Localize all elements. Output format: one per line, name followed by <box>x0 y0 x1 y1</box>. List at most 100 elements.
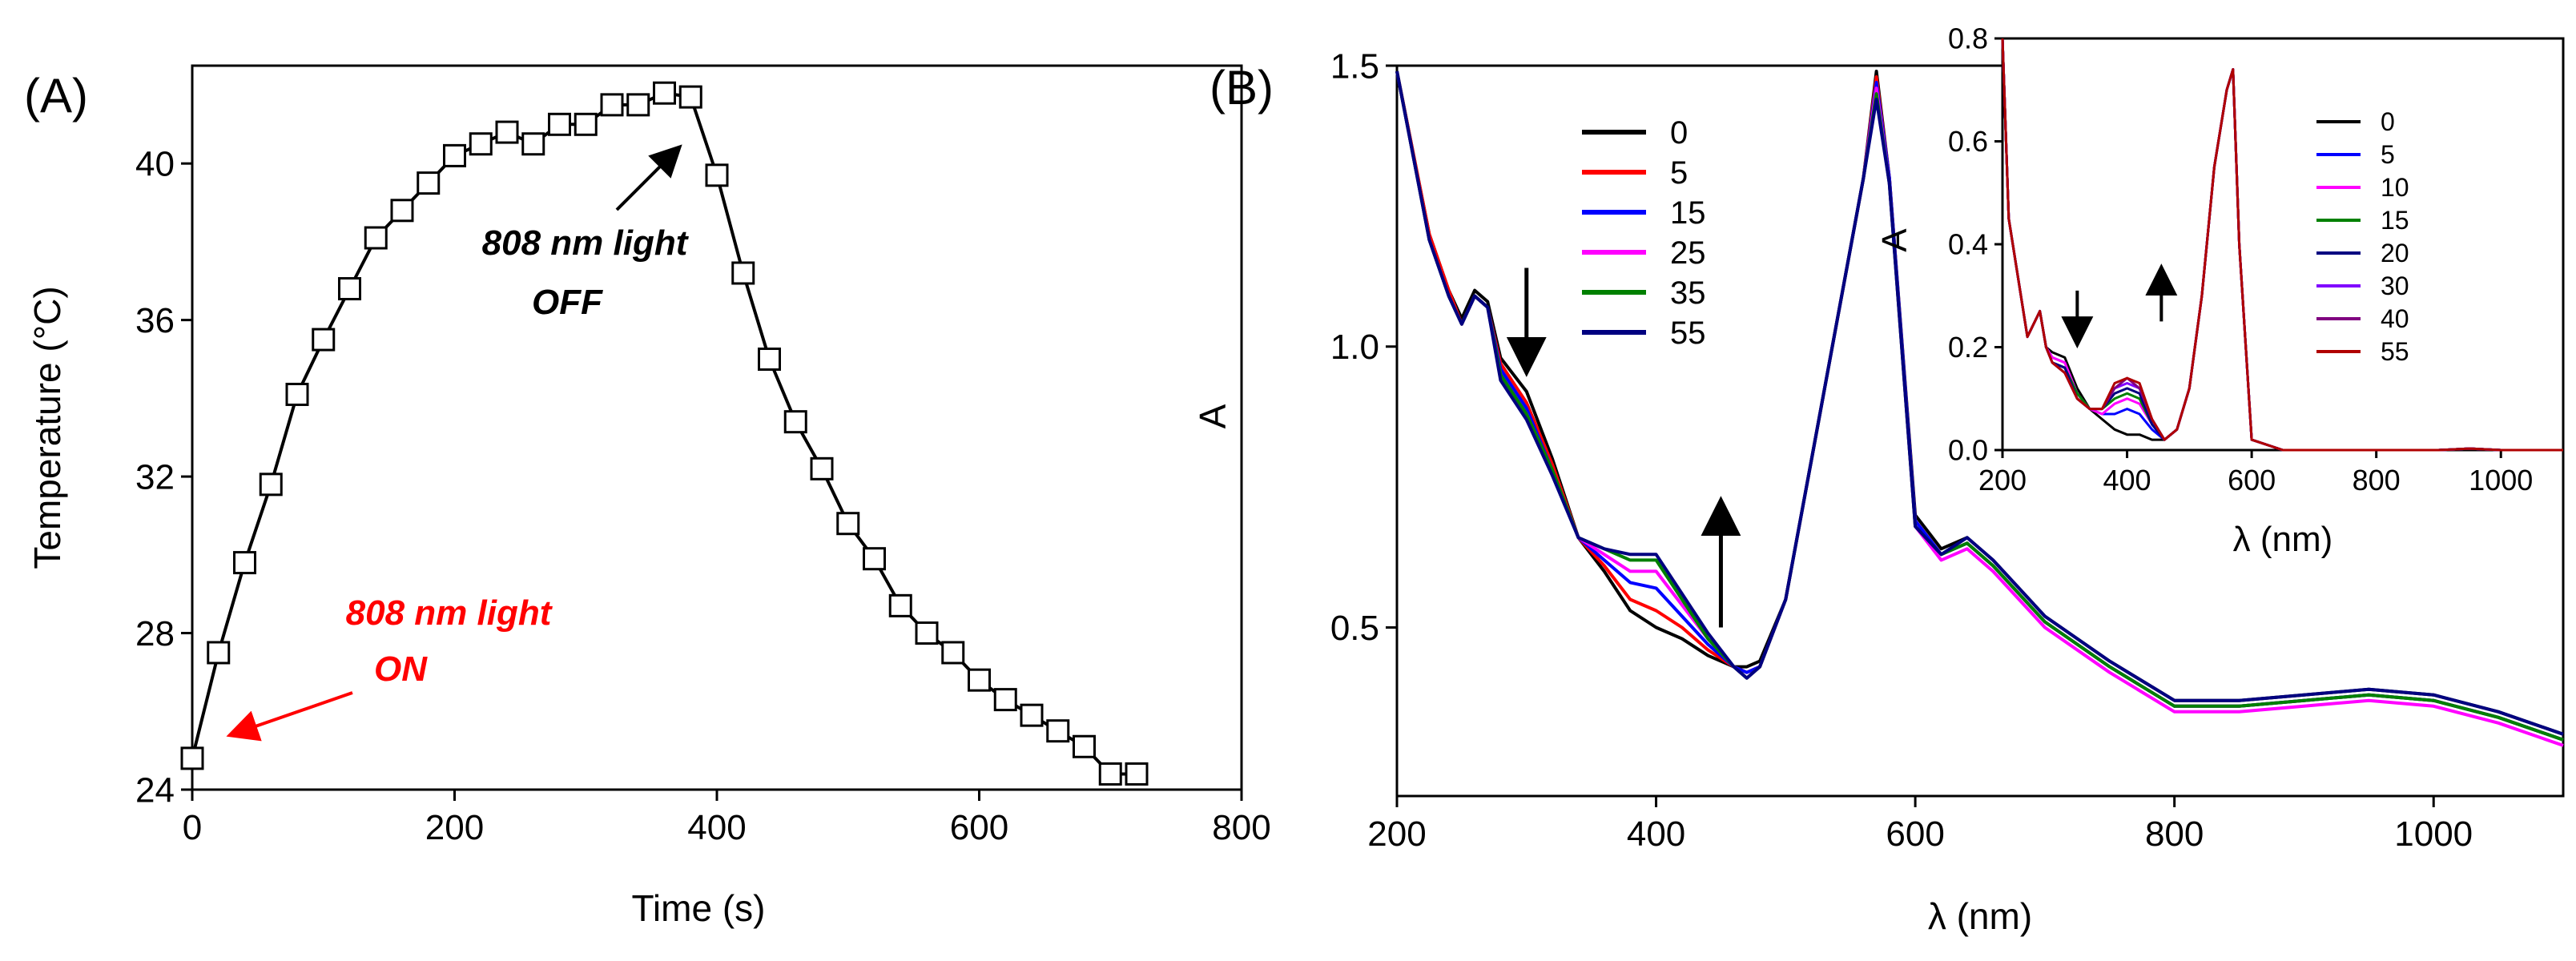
inset-y-ticks: 0.0 0.2 0.4 0.6 0.8 <box>1948 22 2002 467</box>
legend-label-35: 35 <box>1670 275 1706 311</box>
inset-x-axis-label: λ (nm) <box>2233 520 2333 559</box>
legend-label-55: 55 <box>1670 316 1706 351</box>
panel-a-data-point <box>495 120 519 144</box>
panel-a-data-point <box>993 688 1017 712</box>
panel-a-data-point <box>233 551 256 575</box>
panel-a-label: (A) <box>24 69 88 123</box>
panel-a-data-point <box>678 85 702 109</box>
inset-y-tick-label: 0.0 <box>1948 434 1988 467</box>
inset-legend-label-5: 5 <box>2381 140 2395 169</box>
inset-x-tick-label: 600 <box>2228 464 2276 497</box>
inset-x-ticks: 200 400 600 800 1000 <box>1978 450 2533 497</box>
inset-y-tick-label: 0.8 <box>1948 22 1988 55</box>
panel-a-data-point <box>626 93 650 117</box>
panel-a-data-point <box>705 163 729 187</box>
inset-series-55 <box>2001 38 2563 452</box>
legend-label-15: 15 <box>1670 195 1706 231</box>
inset-legend-label-30: 30 <box>2381 271 2409 300</box>
panel-a-x-tick-label: 600 <box>950 808 1008 847</box>
panel-a-temperature-chart: (A) 0 200 400 600 800 24 28 32 36 40 Time (s) Te… <box>24 64 1271 929</box>
panel-b-y-tick-label: 1.0 <box>1330 328 1379 367</box>
inset-y-tick-label: 0.6 <box>1948 125 1988 158</box>
inset-series <box>2001 38 2563 452</box>
panel-b-label: (B) <box>1210 61 1274 115</box>
inset-y-tick-label: 0.4 <box>1948 228 1988 261</box>
panel-a-data-point <box>390 199 414 223</box>
panel-a-x-tick-label: 800 <box>1212 808 1270 847</box>
panel-b-inset-chart: 200 400 600 800 1000 0.0 0.2 0.4 0.6 0.8 0 5 10 15 2… <box>1875 22 2565 559</box>
panel-b-x-tick-label: 200 <box>1367 814 1426 854</box>
panel-a-data-point <box>574 112 598 136</box>
panel-a-y-ticks: 24 28 32 36 40 <box>135 145 192 810</box>
panel-a-x-tick-label: 400 <box>687 808 746 847</box>
panel-a-data-point <box>836 512 860 536</box>
panel-b-x-tick-label: 800 <box>2145 814 2204 854</box>
annotation-on-line2: ON <box>374 649 428 689</box>
panel-a-data-point <box>259 472 283 497</box>
panel-a-series <box>180 81 1149 786</box>
panel-b-trend-arrows <box>1506 267 1741 628</box>
panel-a-data-point <box>1020 703 1044 727</box>
panel-a-data-point <box>600 93 624 117</box>
panel-b-x-ticks: 200 400 600 800 1000 <box>1367 796 2473 854</box>
panel-b-y-tick-label: 0.5 <box>1330 609 1379 648</box>
panel-a-data-point <box>285 382 309 406</box>
panel-a-series-line <box>191 91 1137 776</box>
legend-label-25: 25 <box>1670 235 1706 271</box>
panel-a-data-point <box>180 746 204 770</box>
panel-a-data-point <box>941 641 965 665</box>
panel-a-data-point <box>521 132 545 156</box>
panel-b-x-axis-label: λ (nm) <box>1928 895 2032 937</box>
inset-trend-arrows <box>2061 263 2178 349</box>
annotation-on-line1: 808 nm light <box>346 593 553 633</box>
inset-legend-label-15: 15 <box>2381 206 2409 235</box>
panel-a-y-axis-label: Temperature (°C) <box>26 286 68 569</box>
inset-x-tick-label: 800 <box>2353 464 2401 497</box>
inset-x-tick-label: 1000 <box>2469 464 2533 497</box>
inset-legend-label-55: 55 <box>2381 337 2409 366</box>
inset-y-axis-label: A <box>1875 228 1914 252</box>
panel-a-data-point <box>888 593 912 617</box>
inset-legend-label-40: 40 <box>2381 304 2409 333</box>
panel-b-legend: 0 5 15 25 35 55 <box>1582 115 1706 351</box>
panel-a-data-point <box>1098 762 1122 786</box>
annotation-light-off: 808 nm light OFF <box>482 144 690 322</box>
annotation-off-line2: OFF <box>532 283 603 322</box>
inset-x-tick-label: 400 <box>2103 464 2151 497</box>
panel-a-data-point <box>968 668 991 692</box>
legend-label-5: 5 <box>1670 155 1688 191</box>
panel-b-x-tick-label: 400 <box>1627 814 1685 854</box>
panel-a-data-point <box>1125 762 1149 786</box>
inset-x-tick-label: 200 <box>1978 464 2027 497</box>
panel-a-x-tick-label: 0 <box>183 808 202 847</box>
panel-a-data-point <box>915 621 939 645</box>
panel-a-data-point <box>653 81 676 105</box>
annotation-off-line1: 808 nm light <box>482 223 690 263</box>
panel-a-data-point <box>417 171 441 195</box>
panel-a-y-tick-label: 32 <box>135 457 175 497</box>
panel-a-y-tick-label: 40 <box>135 145 175 184</box>
inset-legend-label-10: 10 <box>2381 173 2409 202</box>
panel-b-series <box>1395 70 2564 747</box>
panel-a-data-point <box>863 547 886 571</box>
panel-a-data-point <box>1073 734 1096 758</box>
inset-legend: 0 5 10 15 20 30 40 55 <box>2316 107 2409 366</box>
panel-a-data-point <box>469 132 493 156</box>
panel-b-y-axis-label: A <box>1192 404 1234 428</box>
panel-b-series-55 <box>1395 70 2564 736</box>
annotation-light-on: 808 nm light ON <box>226 593 553 742</box>
panel-a-data-point <box>207 641 231 665</box>
panel-a-data-point <box>548 112 571 136</box>
panel-b-x-tick-label: 600 <box>1886 814 1944 854</box>
inset-background <box>2002 38 2563 450</box>
panel-a-data-point <box>443 143 466 167</box>
panel-a-y-tick-label: 28 <box>135 614 175 653</box>
panel-a-data-point <box>338 277 361 301</box>
panel-a-data-point <box>810 456 834 480</box>
inset-legend-label-20: 20 <box>2381 239 2409 267</box>
inset-y-tick-label: 0.2 <box>1948 331 1988 364</box>
panel-a-y-tick-label: 36 <box>135 301 175 340</box>
panel-a-data-point <box>312 328 336 352</box>
panel-a-data-point <box>731 261 755 285</box>
